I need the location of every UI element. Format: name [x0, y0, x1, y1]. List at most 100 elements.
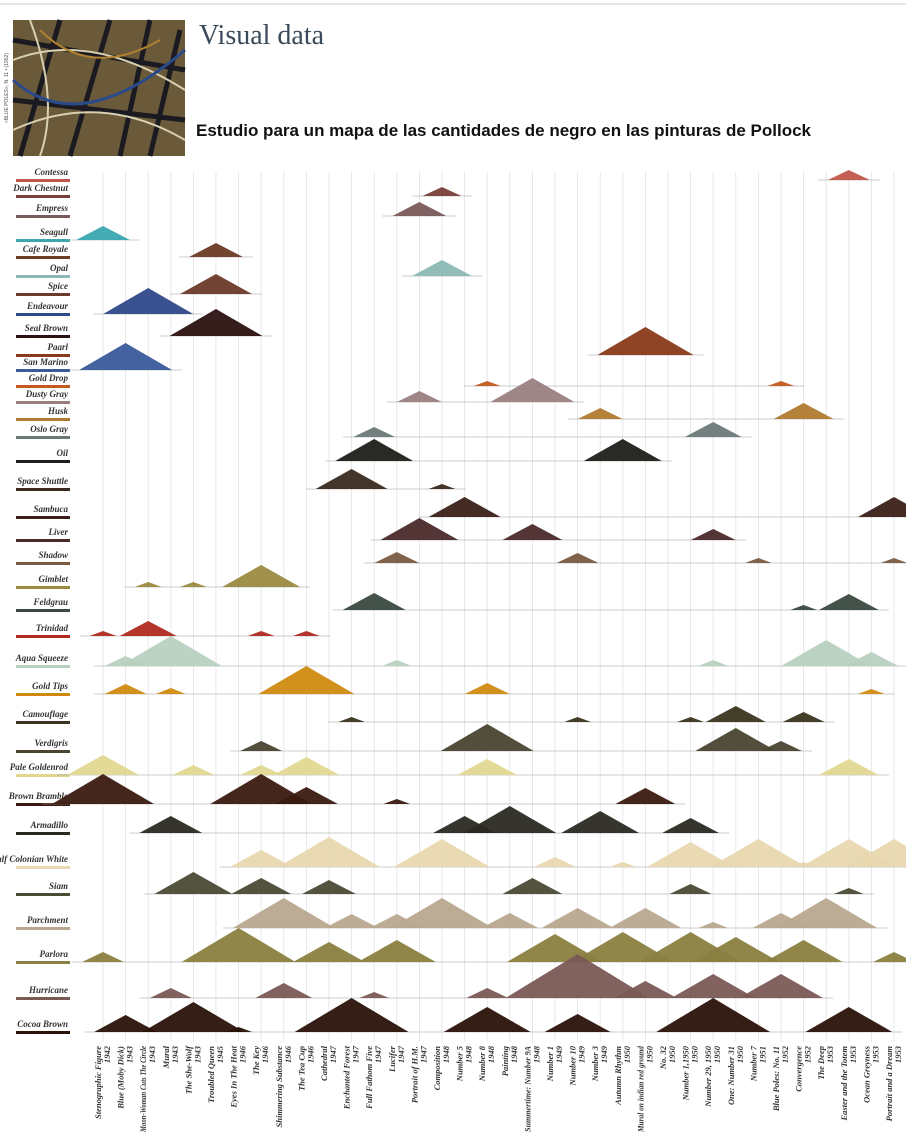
black-amount-triangle [155, 688, 186, 694]
black-amount-triangle [412, 260, 472, 276]
row-label: Dark Chestnut [12, 183, 68, 193]
legend-swatch [16, 539, 70, 542]
column-label: Stenographic Figure [93, 1046, 103, 1119]
black-amount-triangle [381, 660, 412, 666]
legend-swatch [16, 385, 70, 388]
legend-swatch [16, 1031, 70, 1034]
row-label: Parchment [27, 915, 69, 925]
legend-swatch [16, 562, 70, 565]
column-year: 1951 [757, 1046, 767, 1063]
black-amount-triangle [457, 759, 518, 775]
black-amount-triangle [189, 243, 243, 257]
black-amount-triangle [392, 202, 447, 216]
legend-swatch [16, 750, 70, 753]
column-year: 1950 [735, 1045, 745, 1063]
column-year: 1943 [192, 1045, 202, 1063]
row-label: Empress [35, 203, 69, 213]
legend-swatch [16, 436, 70, 439]
row-label: Husk [47, 406, 69, 416]
black-amount-triangle [656, 998, 771, 1032]
column-year: 1942 [102, 1045, 112, 1063]
column-label: Blue (Moby Dick) [116, 1046, 126, 1110]
black-amount-triangle [698, 922, 729, 928]
black-amount-triangle [89, 631, 117, 636]
row-label: Half Colonian White [0, 854, 68, 864]
column-year: 1950 [644, 1045, 654, 1063]
row-label: Brown Bramble [8, 791, 68, 801]
black-amount-triangle [857, 689, 885, 694]
black-amount-triangle [142, 1002, 245, 1032]
row-label: Space Shuttle [17, 476, 68, 486]
black-amount-triangle [119, 621, 177, 636]
column-label: Moon-Woman Cuts The Circle [138, 1046, 148, 1133]
black-amount-triangle [805, 1007, 893, 1032]
row-label: Parlora [39, 949, 68, 959]
column-label: Number 1,1950 [681, 1045, 691, 1101]
row-label: Gold Tips [32, 681, 68, 691]
legend-swatch [16, 418, 70, 421]
painting-thumbnail [12, 19, 186, 157]
black-amount-triangle [232, 898, 335, 928]
black-amount-triangle [846, 839, 906, 867]
column-label: One: Number 31 [726, 1046, 736, 1105]
black-amount-triangle [240, 765, 283, 775]
black-amount-triangle [773, 403, 834, 419]
black-amount-triangle [422, 187, 462, 196]
black-amount-triangle [222, 565, 301, 587]
column-year: 1945 [215, 1045, 225, 1063]
column-label: Painting [500, 1045, 510, 1076]
column-year: 1946 [305, 1045, 315, 1063]
legend-swatch [16, 256, 70, 259]
black-amount-triangle [278, 837, 380, 867]
column-year: 1946 [283, 1045, 293, 1063]
column-label: Number 1 [545, 1046, 555, 1082]
column-label: Number 10 [568, 1045, 578, 1086]
black-amount-triangle [833, 888, 864, 894]
column-year: 1948 [464, 1045, 474, 1063]
legend-swatch [16, 488, 70, 491]
legend-swatch [16, 832, 70, 835]
black-amount-triangle [609, 862, 637, 867]
column-year: 1948 [509, 1045, 519, 1063]
black-amount-triangle [443, 1007, 531, 1032]
black-amount-triangle [473, 381, 501, 386]
row-label: Feldgrau [32, 597, 68, 607]
column-year: 1953 [848, 1045, 858, 1063]
legend-swatch [16, 693, 70, 696]
black-amount-triangle [544, 1014, 611, 1032]
row-label: Oslo Gray [30, 424, 69, 434]
column-year: 1947 [351, 1045, 361, 1063]
black-amount-triangle [357, 940, 436, 962]
black-amount-triangle [359, 992, 390, 998]
black-amount-triangle [818, 759, 879, 775]
row-label: Verdigris [34, 738, 68, 748]
legend-swatch [16, 927, 70, 930]
column-label: Troubled Queen [206, 1046, 216, 1103]
black-amount-triangle [315, 469, 388, 489]
row-label: Shadow [38, 550, 69, 560]
black-amount-triangle [391, 898, 493, 928]
black-amount-triangle [342, 593, 406, 610]
black-amount-triangle [583, 439, 662, 461]
black-amount-triangle [82, 952, 124, 962]
black-amount-triangle [134, 582, 162, 587]
legend-swatch [16, 635, 70, 638]
black-amount-triangle [383, 799, 411, 804]
column-year: 1943 [125, 1045, 135, 1063]
black-amount-triangle [690, 529, 736, 540]
black-amount-triangle [502, 878, 563, 894]
black-amount-triangle [374, 552, 420, 563]
row-label: Dusty Gray [25, 389, 69, 399]
column-year: 1948 [531, 1045, 541, 1063]
black-amount-triangle [396, 391, 442, 402]
row-label: Paarl [47, 342, 68, 352]
black-amount-triangle [571, 932, 674, 962]
legend-swatch [16, 774, 70, 777]
black-amount-triangle [739, 974, 823, 998]
row-label: Seal Brown [25, 323, 68, 333]
column-year: 1950 [712, 1045, 722, 1063]
column-year: 1947 [418, 1045, 428, 1063]
black-amount-triangle [744, 558, 772, 563]
column-label: The She-Wolf [183, 1045, 193, 1094]
legend-swatch [16, 460, 70, 463]
